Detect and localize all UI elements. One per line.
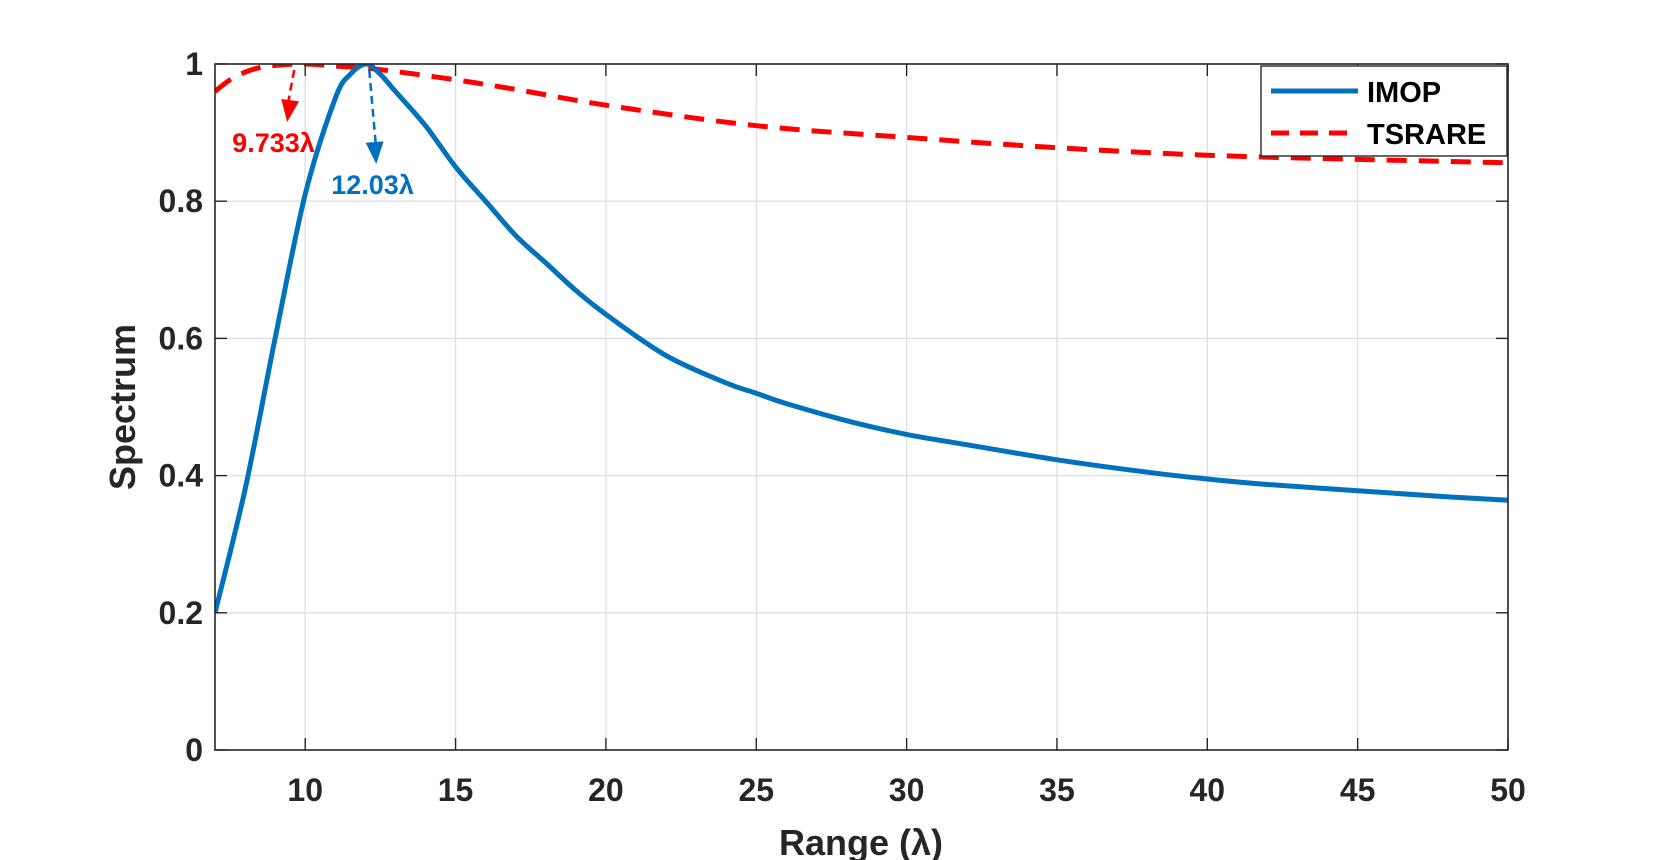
peak-annotation: 12.03λ — [331, 69, 414, 200]
series-layer — [215, 64, 1508, 614]
x-tick-label: 40 — [1190, 772, 1226, 808]
x-tick-label: 45 — [1340, 772, 1376, 808]
x-tick-label: 50 — [1490, 772, 1526, 808]
series-line-imop — [215, 64, 1508, 614]
legend-label-tsrare: TSRARE — [1367, 119, 1486, 151]
x-tick-label: 30 — [889, 772, 925, 808]
peak-annotation: 9.733λ — [232, 69, 315, 158]
y-axis-title: Spectrum — [102, 324, 143, 490]
x-axis-title: Range (λ) — [779, 822, 943, 860]
annotation-arrow-head — [281, 98, 300, 122]
y-tick-label: 0 — [185, 732, 203, 768]
x-tick-label: 10 — [287, 772, 323, 808]
x-tick-label: 25 — [738, 772, 774, 808]
annotation-label: 12.03λ — [331, 170, 414, 200]
peak-annotations: 9.733λ 12.03λ — [232, 69, 414, 200]
legend: IMOP TSRARE — [1260, 65, 1508, 157]
x-tick-label: 20 — [588, 772, 624, 808]
y-tick-label: 0.8 — [159, 183, 203, 219]
annotation-arrow-shaft — [368, 69, 378, 151]
axes-box — [214, 63, 1509, 751]
legend-box — [1260, 65, 1508, 157]
annotation-arrow-head — [365, 141, 384, 164]
legend-label-imop: IMOP — [1367, 77, 1441, 109]
y-tick-label: 1 — [185, 46, 203, 82]
y-tick-label: 0.2 — [159, 595, 203, 631]
y-tick-label: 0.6 — [159, 320, 203, 356]
tick-labels: 10 15 20 25 30 35 40 45 50 0 0.2 0.4 0.6 0.8 1 — [159, 46, 1526, 808]
y-tick-label: 0.4 — [159, 458, 204, 494]
x-tick-label: 15 — [438, 772, 474, 808]
x-tick-label: 35 — [1039, 772, 1075, 808]
axis-ticks — [215, 63, 1509, 751]
plot-area — [215, 64, 1508, 750]
annotation-label: 9.733λ — [232, 128, 315, 158]
